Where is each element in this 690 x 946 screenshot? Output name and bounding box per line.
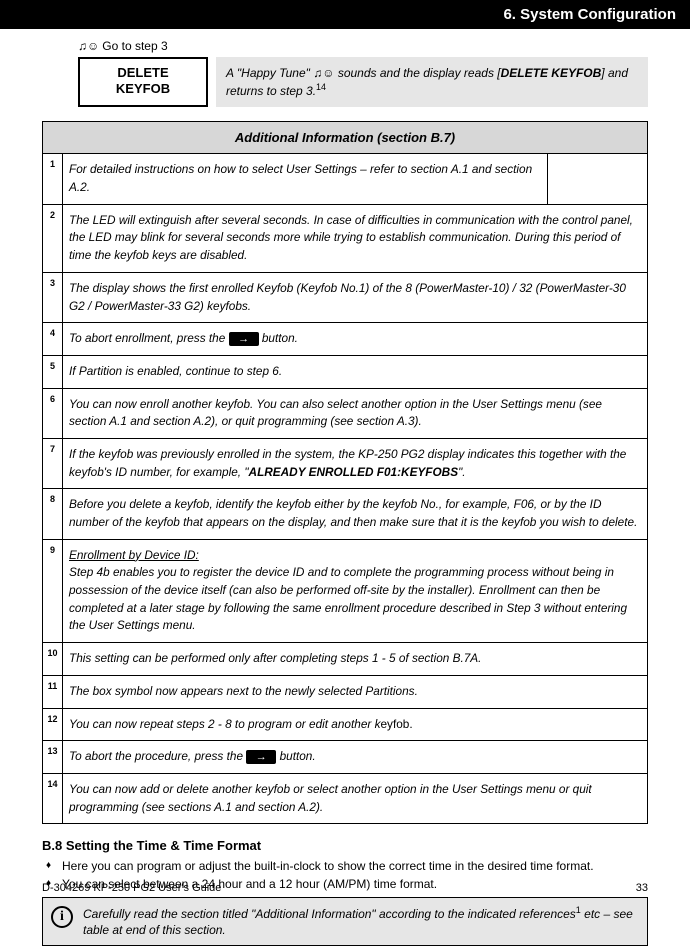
row-num: 11 bbox=[43, 675, 63, 708]
row-num: 8 bbox=[43, 489, 63, 539]
row-text: The display shows the first enrolled Key… bbox=[63, 272, 648, 322]
row-num: 10 bbox=[43, 643, 63, 676]
row-text: You can now add or delete another keyfob… bbox=[63, 773, 648, 823]
row12-nostyle: eyfob. bbox=[381, 717, 413, 731]
go-to-step-text: Go to step 3 bbox=[102, 39, 167, 53]
row13-post: button. bbox=[276, 749, 315, 763]
table-row: 2 The LED will extinguish after several … bbox=[43, 204, 648, 272]
footer-left: D-304269 KP-250 PG2 User's Guide bbox=[42, 882, 221, 894]
table-row: 8 Before you delete a keyfob, identify t… bbox=[43, 489, 648, 539]
desc-em: DELETE KEYFOB bbox=[501, 66, 602, 80]
row9-under: Enrollment by Device ID: bbox=[69, 548, 199, 562]
header-title: 6. System Configuration bbox=[503, 6, 676, 23]
row-text: To abort enrollment, press the button. bbox=[63, 323, 648, 356]
table-row: 5 If Partition is enabled, continue to s… bbox=[43, 355, 648, 388]
additional-info-table: Additional Information (section B.7) 1 F… bbox=[42, 121, 648, 824]
delete-keyfob-row: DELETE KEYFOB A "Happy Tune" ♫☺ sounds a… bbox=[78, 57, 648, 107]
row-num: 4 bbox=[43, 323, 63, 356]
row12-pre: You can now repeat steps 2 - 8 to progra… bbox=[69, 717, 381, 731]
section-b8-heading: B.8 Setting the Time & Time Format bbox=[42, 838, 648, 853]
row4-pre: To abort enrollment, press the bbox=[69, 331, 229, 345]
row-num: 13 bbox=[43, 741, 63, 774]
table-row: 1 For detailed instructions on how to se… bbox=[43, 154, 648, 204]
delete-box-line2: KEYFOB bbox=[116, 81, 170, 96]
table-row: 13 To abort the procedure, press the but… bbox=[43, 741, 648, 774]
row-num: 5 bbox=[43, 355, 63, 388]
delete-keyfob-desc: A "Happy Tune" ♫☺ sounds and the display… bbox=[216, 57, 648, 107]
row-num: 3 bbox=[43, 272, 63, 322]
table-row: 11 The box symbol now appears next to th… bbox=[43, 675, 648, 708]
page-footer: D-304269 KP-250 PG2 User's Guide 33 bbox=[42, 882, 648, 894]
desc-p1: A "Happy Tune" bbox=[226, 66, 313, 80]
bullet-item: Here you can program or adjust the built… bbox=[46, 859, 648, 873]
page-content: ♫☺ Go to step 3 DELETE KEYFOB A "Happy T… bbox=[0, 29, 690, 946]
tune-icon: ♫☺ bbox=[78, 39, 99, 53]
arrow-button-icon bbox=[246, 750, 276, 764]
table-row: 3 The display shows the first enrolled K… bbox=[43, 272, 648, 322]
desc-sup: 14 bbox=[316, 82, 326, 92]
row4-post: button. bbox=[259, 331, 298, 345]
row-num: 1 bbox=[43, 154, 63, 204]
delete-box-line1: DELETE bbox=[117, 65, 168, 80]
row-text: For detailed instructions on how to sele… bbox=[63, 154, 548, 204]
row9-text: Step 4b enables you to register the devi… bbox=[69, 565, 627, 632]
row-text: Before you delete a keyfob, identify the… bbox=[63, 489, 648, 539]
caution-text: Carefully read the section titled "Addit… bbox=[83, 904, 639, 938]
arrow-button-icon bbox=[229, 332, 259, 346]
row-text: The box symbol now appears next to the n… bbox=[63, 675, 648, 708]
footer-right: 33 bbox=[636, 882, 648, 894]
go-to-step-line: ♫☺ Go to step 3 bbox=[78, 39, 648, 53]
table-row: 14 You can now add or delete another key… bbox=[43, 773, 648, 823]
row7-post: ". bbox=[458, 465, 465, 479]
row-num: 7 bbox=[43, 438, 63, 488]
row-text: The LED will extinguish after several se… bbox=[63, 204, 648, 272]
row13-pre: To abort the procedure, press the bbox=[69, 749, 246, 763]
row-text: If the keyfob was previously enrolled in… bbox=[63, 438, 648, 488]
delete-keyfob-box: DELETE KEYFOB bbox=[78, 57, 208, 107]
row-num: 2 bbox=[43, 204, 63, 272]
row-text: You can now enroll another keyfob. You c… bbox=[63, 388, 648, 438]
row-text: You can now repeat steps 2 - 8 to progra… bbox=[63, 708, 648, 741]
table-row: 12 You can now repeat steps 2 - 8 to pro… bbox=[43, 708, 648, 741]
row-num: 6 bbox=[43, 388, 63, 438]
table-row: 6 You can now enroll another keyfob. You… bbox=[43, 388, 648, 438]
table-title: Additional Information (section B.7) bbox=[43, 122, 648, 154]
row1-empty bbox=[548, 154, 648, 204]
row-num: 9 bbox=[43, 539, 63, 642]
row-text: To abort the procedure, press the button… bbox=[63, 741, 648, 774]
row7-bold: ALREADY ENROLLED F01:KEYFOBS bbox=[249, 465, 459, 479]
row-text: Enrollment by Device ID: Step 4b enables… bbox=[63, 539, 648, 642]
table-row: 10 This setting can be performed only af… bbox=[43, 643, 648, 676]
caution-box: i Carefully read the section titled "Add… bbox=[42, 897, 648, 945]
table-row: 4 To abort enrollment, press the button. bbox=[43, 323, 648, 356]
tune-icon-inline: ♫☺ bbox=[313, 66, 334, 80]
page-header: 6. System Configuration bbox=[0, 0, 690, 29]
row-num: 12 bbox=[43, 708, 63, 741]
caution-pre: Carefully read the section titled "Addit… bbox=[83, 907, 576, 921]
row-text: If Partition is enabled, continue to ste… bbox=[63, 355, 648, 388]
row-text: This setting can be performed only after… bbox=[63, 643, 648, 676]
table-row: 7 If the keyfob was previously enrolled … bbox=[43, 438, 648, 488]
info-icon: i bbox=[51, 906, 73, 928]
desc-p2: sounds and the display reads [ bbox=[335, 66, 501, 80]
row-num: 14 bbox=[43, 773, 63, 823]
table-row: 9 Enrollment by Device ID: Step 4b enabl… bbox=[43, 539, 648, 642]
